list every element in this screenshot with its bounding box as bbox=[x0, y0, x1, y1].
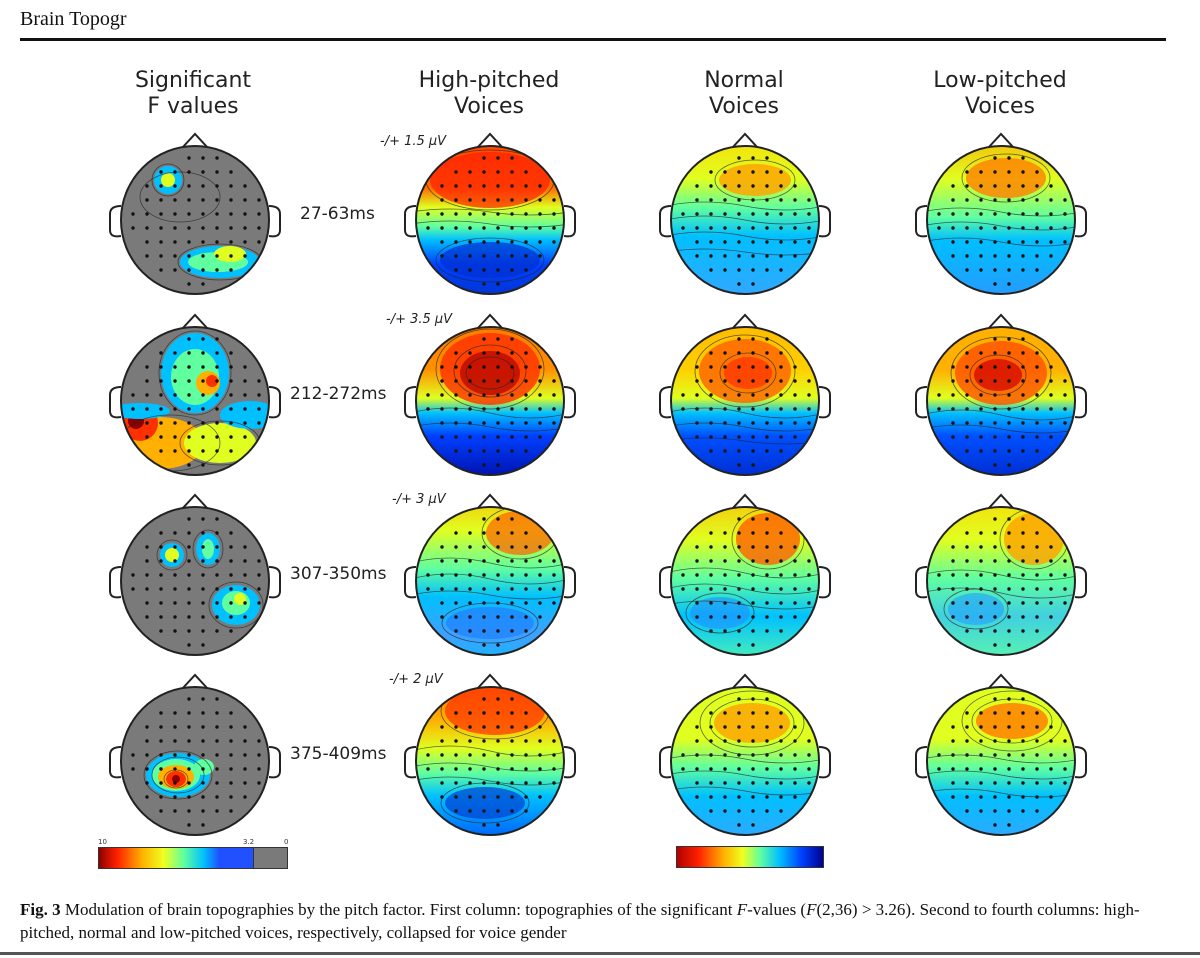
amplitude-scale-label: -/+ 3 µV bbox=[392, 492, 446, 507]
time-window-label: 212-272ms bbox=[290, 384, 387, 404]
topomap-low-pitched-row1 bbox=[915, 132, 1087, 295]
colorbar-tick-zero: 0 bbox=[284, 838, 289, 846]
caption-text-1: Modulation of brain topographies by the … bbox=[60, 900, 737, 919]
caption-f-italic: F bbox=[736, 900, 748, 919]
topomap-low-pitched-row3 bbox=[915, 493, 1087, 656]
colorbar-tick-threshold: 3.2 bbox=[243, 838, 255, 846]
time-window-label: 375-409ms bbox=[290, 744, 387, 764]
caption-text-3: (2,36) > 3.26). Second to fourth columns… bbox=[20, 900, 1140, 942]
amplitude-scale-label: -/+ 2 µV bbox=[389, 672, 443, 687]
running-head: Brain Topogr bbox=[20, 8, 127, 30]
f-values-colorbar bbox=[98, 847, 288, 869]
column-title-line2: Voices bbox=[708, 94, 779, 119]
column-title-line2: Voices bbox=[964, 94, 1035, 119]
column-title-significant-f: Significant F values bbox=[83, 68, 303, 120]
topomap-high-pitched-row1 bbox=[404, 132, 576, 295]
topomap-high-pitched-row3 bbox=[404, 493, 576, 656]
topomap-normal-row4 bbox=[659, 673, 831, 836]
time-window-label: 307-350ms bbox=[290, 564, 387, 584]
voltage-colorbar bbox=[676, 846, 824, 868]
topomap-f-values-row2 bbox=[109, 313, 281, 476]
column-title-line2: Voices bbox=[453, 94, 524, 119]
topomap-f-values-row3 bbox=[109, 493, 281, 656]
topomap-low-pitched-row2 bbox=[915, 313, 1087, 476]
caption-f-italic-2: F bbox=[806, 900, 817, 919]
figure-label: Fig. 3 bbox=[20, 900, 61, 919]
column-title-line2: F values bbox=[147, 94, 239, 119]
header-rule bbox=[20, 38, 1166, 41]
topomap-normal-row3 bbox=[659, 493, 831, 656]
topomap-f-values-row1 bbox=[109, 132, 281, 295]
time-window-label: 27-63ms bbox=[300, 204, 375, 224]
amplitude-scale-label: -/+ 3.5 µV bbox=[386, 312, 453, 327]
topomap-normal-row2 bbox=[659, 313, 831, 476]
footer-rule bbox=[0, 952, 1200, 955]
caption-text-2: -values ( bbox=[747, 900, 807, 919]
column-title-line1: Low-pitched bbox=[933, 68, 1067, 93]
column-title-line1: Normal bbox=[704, 68, 784, 93]
column-title-high-pitched: High-pitched Voices bbox=[379, 68, 599, 120]
column-title-line1: Significant bbox=[134, 68, 252, 93]
column-title-normal: Normal Voices bbox=[634, 68, 854, 120]
column-title-line1: High-pitched bbox=[418, 68, 560, 93]
topomap-f-values-row4 bbox=[109, 673, 281, 836]
topomap-high-pitched-row2 bbox=[404, 313, 576, 476]
figure-caption: Fig. 3 Modulation of brain topographies … bbox=[20, 898, 1170, 944]
topomap-low-pitched-row4 bbox=[915, 673, 1087, 836]
topomap-normal-row1 bbox=[659, 132, 831, 295]
colorbar-tick-high: 10 bbox=[98, 838, 107, 846]
column-title-low-pitched: Low-pitched Voices bbox=[890, 68, 1110, 120]
topomap-high-pitched-row4 bbox=[404, 673, 576, 836]
amplitude-scale-label: -/+ 1.5 µV bbox=[380, 134, 447, 149]
